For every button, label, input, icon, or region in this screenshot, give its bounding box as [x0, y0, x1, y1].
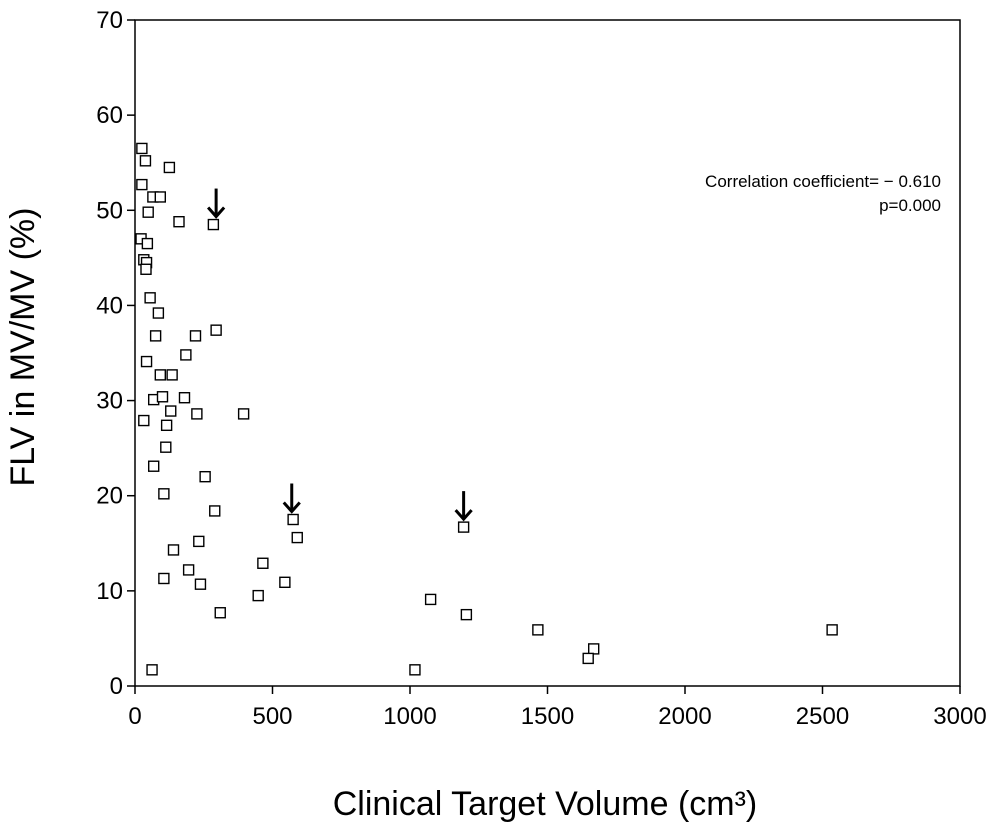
- data-point: [826, 624, 838, 636]
- y-tick-label: 40: [96, 292, 123, 319]
- data-point: [158, 488, 170, 500]
- data-point: [237, 408, 250, 420]
- data-point: [163, 161, 176, 174]
- data-point: [154, 191, 167, 203]
- y-tick-label: 20: [96, 483, 123, 510]
- data-point: [182, 564, 195, 576]
- data-point: [140, 355, 153, 368]
- data-point: [180, 349, 192, 361]
- data-point: [138, 414, 150, 427]
- data-point: [136, 178, 148, 191]
- data-point: [173, 216, 185, 228]
- data-point: [136, 142, 148, 155]
- x-tick-label: 3000: [933, 703, 986, 730]
- data-point: [165, 405, 177, 417]
- y-tick-label: 50: [96, 197, 123, 224]
- data-point: [140, 263, 152, 275]
- data-point: [149, 330, 162, 342]
- x-axis-title: Clinical Target Volume (cm³): [333, 785, 758, 823]
- data-point: [532, 624, 544, 636]
- data-point: [199, 470, 211, 483]
- data-point: [287, 513, 299, 526]
- p-value-annotation: p=0.000: [879, 196, 941, 215]
- data-point: [160, 419, 173, 432]
- data-point: [147, 460, 160, 472]
- down-arrow-icon: [454, 491, 473, 522]
- data-point: [191, 408, 203, 420]
- correlation-annotation: Correlation coefficient= − 0.610: [705, 172, 941, 191]
- y-axis: 0 10 20 30 40 50 60 70: [96, 7, 135, 700]
- highlight-arrows: [207, 188, 473, 522]
- y-tick-label: 70: [96, 7, 123, 34]
- data-point: [588, 643, 600, 655]
- data-point: [154, 369, 167, 381]
- down-arrow-icon: [282, 483, 301, 514]
- y-tick-label: 0: [110, 673, 123, 700]
- data-point: [167, 544, 180, 556]
- x-tick-label: 2500: [796, 703, 849, 730]
- data-point: [193, 535, 205, 548]
- data-point: [141, 237, 154, 250]
- x-tick-label: 500: [252, 703, 292, 730]
- y-axis-title: FLV in MV/MV (%): [4, 208, 42, 487]
- x-tick-label: 0: [128, 703, 141, 730]
- data-point: [142, 206, 154, 218]
- data-point: [424, 593, 437, 606]
- data-point: [409, 664, 421, 676]
- down-arrow-icon: [207, 188, 226, 219]
- data-point: [189, 330, 202, 342]
- data-point: [194, 578, 207, 590]
- data-point: [207, 218, 220, 231]
- data-points: [135, 142, 838, 676]
- data-point: [291, 531, 303, 544]
- x-tick-label: 1000: [383, 703, 436, 730]
- x-tick-label: 1500: [521, 703, 574, 730]
- data-point: [156, 391, 169, 403]
- data-point: [160, 441, 172, 453]
- plot-frame: [134, 19, 961, 687]
- data-point: [139, 155, 152, 167]
- data-point: [582, 652, 594, 665]
- data-point: [178, 392, 191, 404]
- data-point: [460, 608, 473, 621]
- data-point: [209, 505, 221, 517]
- y-tick-label: 30: [96, 388, 123, 415]
- data-point: [210, 324, 222, 336]
- data-point: [158, 572, 170, 585]
- y-tick-label: 10: [96, 578, 123, 605]
- y-tick-label: 60: [96, 102, 123, 129]
- data-point: [279, 576, 291, 588]
- x-tick-label: 2000: [658, 703, 711, 730]
- x-axis: 0 500 1000 1500 2000 2500 3000: [128, 686, 987, 730]
- data-point: [144, 292, 156, 304]
- data-point: [152, 307, 165, 319]
- data-point: [214, 607, 226, 619]
- data-point: [457, 521, 470, 533]
- data-point: [166, 369, 178, 381]
- data-point: [252, 589, 264, 602]
- plot-border: [134, 19, 961, 687]
- data-point: [146, 664, 158, 676]
- data-point: [257, 557, 269, 569]
